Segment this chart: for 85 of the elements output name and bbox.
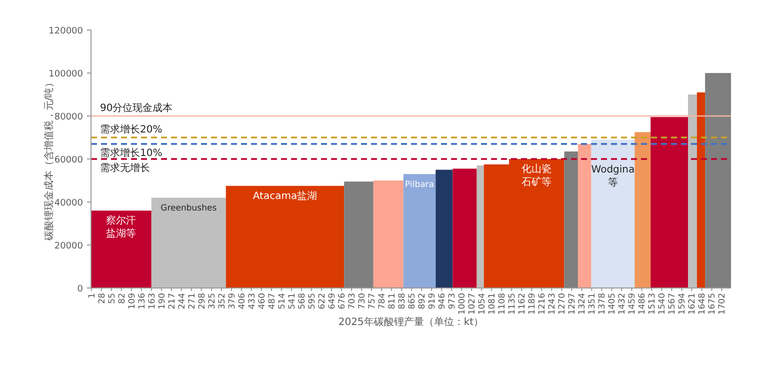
x-tick-label: 325 [207, 293, 218, 310]
x-tick-label: 406 [237, 293, 248, 310]
x-tick-label: 1459 [628, 293, 638, 315]
x-tick-label: 460 [257, 293, 268, 310]
x-tick-label: 703 [348, 293, 358, 310]
x-tick-label: 784 [378, 293, 388, 310]
x-tick-label: 244 [177, 293, 188, 310]
y-tick-label: 0 [77, 284, 84, 294]
x-tick-label: 676 [338, 293, 348, 310]
x-tick-label: 379 [227, 293, 238, 310]
y-tick-label: 120000 [48, 26, 84, 36]
x-tick-label: 433 [247, 293, 258, 310]
bar [452, 168, 477, 288]
x-tick-label: 892 [418, 293, 428, 310]
x-tick-label: 946 [438, 293, 448, 310]
y-tick-label: 20000 [54, 242, 84, 252]
x-tick-label: 1540 [658, 293, 668, 315]
annotation: Pilbara [405, 180, 434, 190]
x-tick-label: 1162 [518, 293, 528, 315]
x-tick-label: 1378 [598, 293, 608, 315]
x-tick-label: 487 [267, 293, 278, 310]
x-tick-label: 1297 [568, 293, 578, 315]
x-tick-label: 811 [388, 293, 398, 310]
bar [705, 73, 731, 288]
x-tick-label: 1081 [488, 293, 498, 315]
ref-line-label: 需求增长20% [100, 124, 162, 136]
x-tick-label: 1189 [528, 293, 538, 315]
x-tick-label: 352 [217, 293, 228, 310]
x-tick-label: 55 [107, 293, 118, 304]
x-tick-label: 730 [358, 293, 368, 310]
x-tick-label: 1594 [678, 293, 688, 315]
x-tick-label: 1054 [478, 293, 488, 315]
x-tick-label: 1216 [538, 293, 548, 315]
x-tick-label: 649 [328, 293, 338, 310]
x-tick-label: 1621 [688, 293, 698, 315]
x-tick-label: 1432 [618, 293, 628, 315]
x-tick-label: 1351 [588, 293, 598, 315]
x-tick-label: 109 [127, 293, 138, 310]
x-tick-label: 1675 [708, 293, 718, 315]
x-tick-label: 865 [408, 293, 418, 310]
x-tick-label: 622 [318, 293, 328, 310]
x-tick-label: 1486 [638, 293, 648, 315]
annotation: Atacama盐湖 [252, 190, 318, 202]
x-tick-label: 1108 [498, 293, 508, 315]
x-tick-label: 271 [187, 293, 198, 310]
x-tick-label: 595 [308, 293, 318, 310]
x-tick-label: 136 [137, 293, 148, 310]
annotation: Greenbushes [160, 204, 218, 214]
ref-line-label: 需求增长10% [100, 146, 162, 159]
x-tick-label: 1405 [608, 293, 618, 315]
ref-line-label: 90分位现金成本 [100, 102, 173, 114]
x-axis-title: 2025年碳酸锂产量（单位：kt） [338, 316, 484, 328]
x-tick-label: 190 [157, 293, 168, 310]
x-tick-label: 1 [87, 293, 98, 298]
annotation: 察尔汗盐湖等 [106, 214, 136, 240]
x-tick-label: 1243 [548, 293, 558, 315]
x-tick-label: 1513 [648, 293, 658, 315]
y-tick-label: 80000 [54, 112, 84, 122]
annotation: Wodgina等 [591, 164, 635, 189]
x-tick-label: 1270 [558, 293, 568, 315]
x-tick-label: 1027 [468, 293, 478, 315]
x-tick-label: 1567 [668, 293, 678, 315]
x-tick-label: 217 [167, 293, 178, 310]
x-tick-label: 82 [117, 293, 128, 304]
x-tick-label: 1135 [508, 293, 518, 315]
ref-line-label: 需求无增长 [100, 162, 150, 174]
annotation: 化山瓷石矿等 [522, 163, 552, 188]
y-axis-title: 碳酸锂现金成本（含增值税，元/吨） [43, 77, 55, 242]
y-tick-label: 60000 [54, 156, 84, 166]
x-tick-label: 568 [297, 293, 308, 310]
x-tick-label: 1702 [718, 293, 728, 315]
x-tick-label: 1324 [578, 293, 588, 315]
y-tick-label: 40000 [54, 198, 84, 208]
x-tick-label: 838 [398, 293, 408, 310]
x-tick-label: 973 [448, 293, 458, 310]
y-tick-label: 100000 [48, 70, 84, 80]
x-tick-label: 163 [147, 293, 158, 310]
x-tick-label: 28 [97, 293, 108, 304]
x-tick-label: 514 [277, 293, 288, 310]
x-tick-label: 541 [287, 293, 298, 310]
x-tick-label: 1648 [698, 293, 708, 315]
x-tick-label: 298 [197, 293, 208, 310]
x-tick-label: 757 [368, 293, 378, 310]
x-tick-label: 919 [428, 293, 438, 310]
x-tick-label: 1000 [458, 293, 468, 315]
